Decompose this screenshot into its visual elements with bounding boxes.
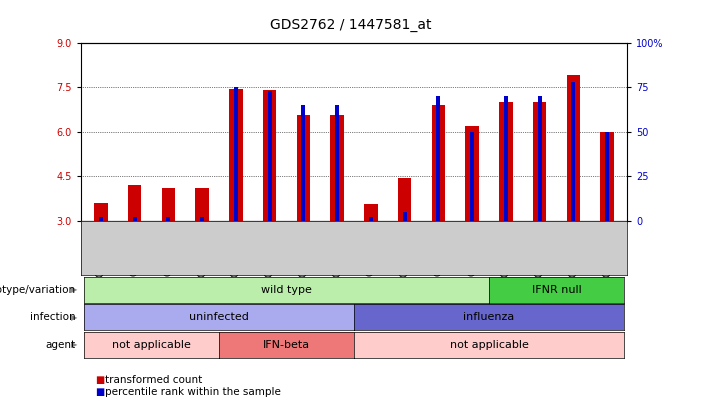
Text: influenza: influenza — [463, 312, 515, 322]
Bar — [229, 89, 243, 221]
Bar — [470, 132, 474, 221]
Text: agent: agent — [46, 340, 76, 350]
Bar — [128, 185, 142, 221]
Bar — [398, 178, 411, 221]
Bar — [99, 217, 103, 221]
Bar — [566, 75, 580, 221]
Bar — [499, 102, 512, 221]
Bar — [436, 96, 440, 221]
Text: not applicable: not applicable — [449, 340, 529, 350]
Text: ■: ■ — [95, 375, 104, 385]
Bar — [600, 132, 614, 221]
Text: genotype/variation: genotype/variation — [0, 285, 76, 295]
Text: ▶: ▶ — [71, 340, 77, 350]
Bar — [504, 96, 508, 221]
Bar — [196, 188, 209, 221]
Text: transformed count: transformed count — [105, 375, 203, 385]
Bar — [166, 217, 170, 221]
Bar — [364, 205, 378, 221]
Bar — [432, 105, 445, 221]
Text: ▶: ▶ — [71, 313, 77, 322]
Bar — [200, 217, 204, 221]
Text: percentile rank within the sample: percentile rank within the sample — [105, 388, 281, 397]
Text: not applicable: not applicable — [112, 340, 191, 350]
Text: IFNR null: IFNR null — [531, 285, 581, 295]
Bar — [132, 217, 137, 221]
Bar — [301, 105, 306, 221]
Bar — [369, 217, 373, 221]
Bar — [297, 115, 310, 221]
Text: IFN-beta: IFN-beta — [263, 340, 310, 350]
Bar — [335, 105, 339, 221]
Bar — [94, 203, 108, 221]
Bar — [263, 90, 276, 221]
Bar — [605, 132, 609, 221]
Text: ▶: ▶ — [71, 285, 77, 294]
Text: wild type: wild type — [261, 285, 312, 295]
Text: GDS2762 / 1447581_at: GDS2762 / 1447581_at — [270, 18, 431, 32]
Bar — [330, 115, 344, 221]
Bar — [538, 96, 542, 221]
Text: ■: ■ — [95, 388, 104, 397]
Bar — [533, 102, 546, 221]
Bar — [234, 87, 238, 221]
Bar — [465, 126, 479, 221]
Bar — [162, 188, 175, 221]
Bar — [571, 82, 576, 221]
Bar — [402, 212, 407, 221]
Text: infection: infection — [30, 312, 76, 322]
Bar — [268, 91, 272, 221]
Text: uninfected: uninfected — [189, 312, 249, 322]
